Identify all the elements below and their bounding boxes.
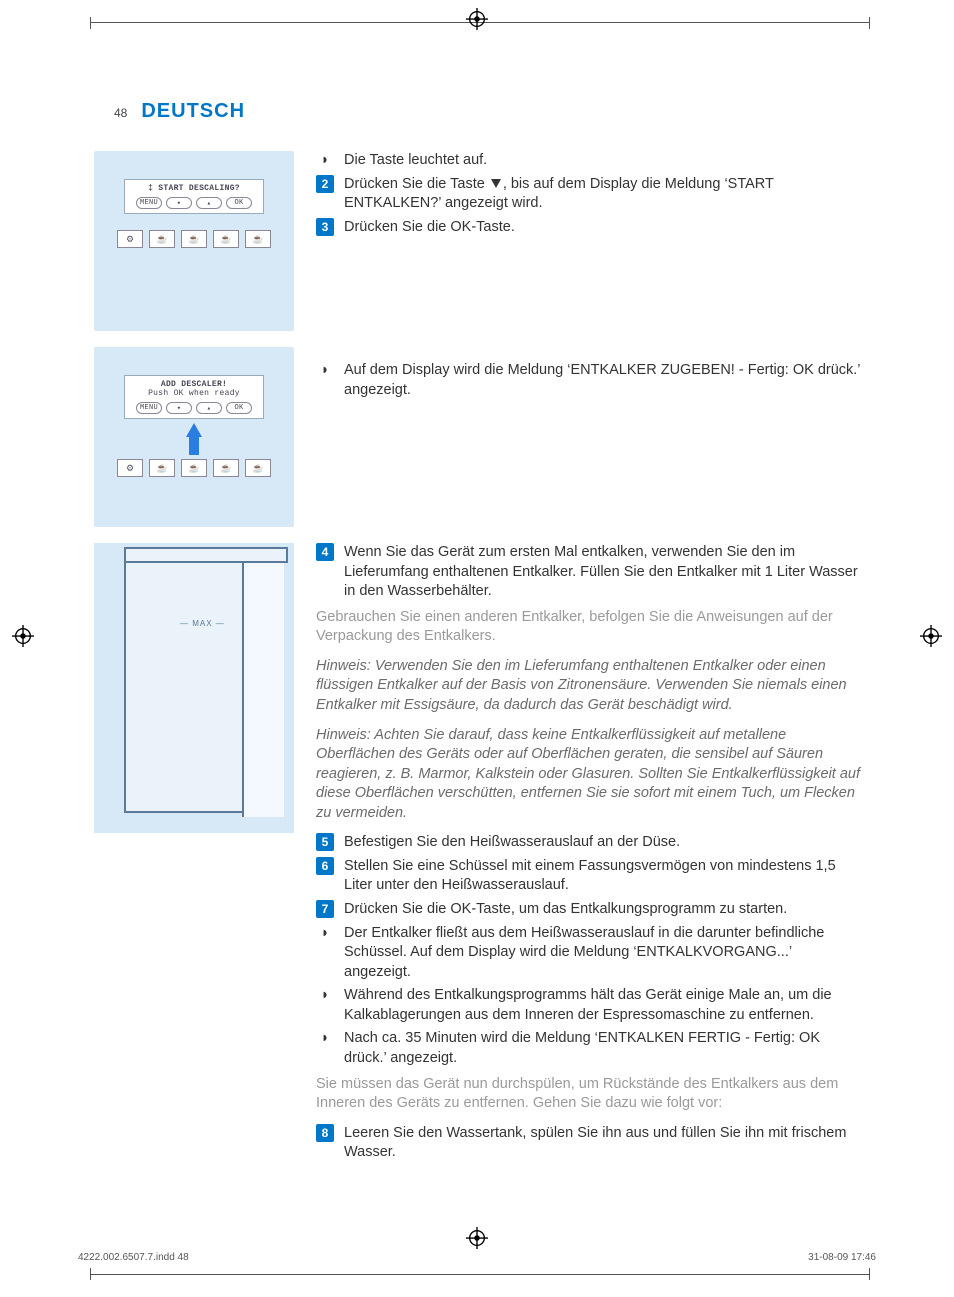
- up-button-icon: ▴: [196, 197, 222, 209]
- triangle-down-icon: [491, 179, 501, 188]
- bullet-marker-icon: ◗: [316, 986, 334, 1025]
- bullet-text: Auf dem Display wird die Meldung ‘ENTKAL…: [344, 361, 860, 400]
- step-text: Drücken Sie die Taste , bis auf dem Disp…: [344, 175, 860, 214]
- arrow-up-icon: [186, 423, 202, 437]
- bullet-item: ◗ Der Entkalker fließt aus dem Heißwasse…: [316, 924, 860, 983]
- cup-icon: ☕: [245, 459, 271, 477]
- settings-icon: ⚙: [117, 230, 143, 248]
- step-number: 7: [316, 900, 334, 918]
- language-heading: DEUTSCH: [141, 100, 245, 123]
- up-button-icon: ▴: [196, 402, 222, 414]
- step-2: 2 Drücken Sie die Taste , bis auf dem Di…: [316, 175, 860, 214]
- step-number: 8: [316, 1124, 334, 1142]
- step-number: 5: [316, 833, 334, 851]
- max-label: — MAX —: [180, 619, 225, 628]
- step-text: Drücken Sie die OK-Taste, um das Entkalk…: [344, 900, 860, 920]
- bullet-text: Während des Entkalkungsprogramms hält da…: [344, 986, 860, 1025]
- note-grey: Sie müssen das Gerät nun durchspülen, um…: [316, 1075, 860, 1114]
- registration-mark-icon: [466, 1227, 488, 1249]
- footer-right: 31-08-09 17:46: [808, 1252, 876, 1263]
- bullet-item: ◗ Die Taste leuchtet auf.: [316, 151, 860, 171]
- note-grey: Gebrauchen Sie einen anderen Entkalker, …: [316, 608, 860, 647]
- bullet-text: Die Taste leuchtet auf.: [344, 151, 860, 171]
- menu-button-icon: MENU: [136, 197, 162, 209]
- step-6: 6 Stellen Sie eine Schüssel mit einem Fa…: [316, 857, 860, 896]
- cup-icon: ☕: [213, 230, 239, 248]
- cup-icon: ☕: [149, 230, 175, 248]
- ok-button-icon: OK: [226, 197, 252, 209]
- cup-icon: ☕: [245, 230, 271, 248]
- step-text: Stellen Sie eine Schüssel mit einem Fass…: [344, 857, 860, 896]
- step-text: Drücken Sie die OK-Taste.: [344, 218, 860, 238]
- lcd-line: ‡ START DESCALING?: [131, 184, 257, 193]
- note-italic: Hinweis: Achten Sie darauf, dass keine E…: [316, 726, 860, 824]
- lcd-line: Push OK when ready: [131, 389, 257, 398]
- crop-mark-bottom: [90, 1263, 870, 1275]
- bullet-marker-icon: ◗: [316, 924, 334, 983]
- cup-icon: ☕: [181, 230, 207, 248]
- figure-start-descaling: ‡ START DESCALING? MENU ▾ ▴ OK ⚙ ☕ ☕ ☕ ☕: [94, 151, 294, 331]
- icon-row: ⚙ ☕ ☕ ☕ ☕: [117, 230, 271, 248]
- step-7: 7 Drücken Sie die OK-Taste, um das Entka…: [316, 900, 860, 920]
- registration-mark-icon: [466, 8, 488, 30]
- step-number: 2: [316, 175, 334, 193]
- arrow-stem-icon: [189, 437, 199, 455]
- lcd-display: ADD DESCALER! Push OK when ready MENU ▾ …: [124, 375, 264, 419]
- cup-icon: ☕: [149, 459, 175, 477]
- step-number: 6: [316, 857, 334, 875]
- page-footer: 4222.002.6507.7.indd 48 31-08-09 17:46: [78, 1252, 876, 1263]
- lcd-display: ‡ START DESCALING? MENU ▾ ▴ OK: [124, 179, 264, 214]
- bullet-text: Der Entkalker fließt aus dem Heißwassera…: [344, 924, 860, 983]
- step-4: 4 Wenn Sie das Gerät zum ersten Mal entk…: [316, 543, 860, 602]
- step-8: 8 Leeren Sie den Wassertank, spülen Sie …: [316, 1124, 860, 1163]
- bullet-item: ◗ Während des Entkalkungsprogramms hält …: [316, 986, 860, 1025]
- water-tank-icon: — MAX —: [124, 553, 284, 813]
- step-3: 3 Drücken Sie die OK-Taste.: [316, 218, 860, 238]
- menu-button-icon: MENU: [136, 402, 162, 414]
- cup-icon: ☕: [213, 459, 239, 477]
- ok-button-icon: OK: [226, 402, 252, 414]
- lcd-line: ADD DESCALER!: [131, 380, 257, 389]
- bullet-marker-icon: ◗: [316, 151, 334, 171]
- step-text: Befestigen Sie den Heißwasserauslauf an …: [344, 833, 860, 853]
- icon-row: ⚙ ☕ ☕ ☕ ☕: [117, 459, 271, 477]
- bullet-item: ◗ Auf dem Display wird die Meldung ‘ENTK…: [316, 361, 860, 400]
- step-text: Leeren Sie den Wassertank, spülen Sie ih…: [344, 1124, 860, 1163]
- step-5: 5 Befestigen Sie den Heißwasserauslauf a…: [316, 833, 860, 853]
- registration-mark-icon: [12, 625, 34, 647]
- figure-water-tank: — MAX —: [94, 543, 294, 833]
- bullet-marker-icon: ◗: [316, 1029, 334, 1068]
- step-text: Wenn Sie das Gerät zum ersten Mal entkal…: [344, 543, 860, 602]
- down-button-icon: ▾: [166, 197, 192, 209]
- cup-icon: ☕: [181, 459, 207, 477]
- note-italic: Hinweis: Verwenden Sie den im Lieferumfa…: [316, 657, 860, 716]
- bullet-marker-icon: ◗: [316, 361, 334, 400]
- step-number: 4: [316, 543, 334, 561]
- page-header: 48 DEUTSCH: [114, 100, 860, 123]
- page-number: 48: [114, 106, 127, 120]
- figure-add-descaler: ADD DESCALER! Push OK when ready MENU ▾ …: [94, 347, 294, 527]
- registration-mark-icon: [920, 625, 942, 647]
- tank-lid-icon: [124, 547, 288, 563]
- footer-left: 4222.002.6507.7.indd 48: [78, 1252, 189, 1263]
- step-number: 3: [316, 218, 334, 236]
- down-button-icon: ▾: [166, 402, 192, 414]
- bullet-text: Nach ca. 35 Minuten wird die Meldung ‘EN…: [344, 1029, 860, 1068]
- step-text-part: Drücken Sie die Taste: [344, 176, 489, 192]
- settings-icon: ⚙: [117, 459, 143, 477]
- bullet-item: ◗ Nach ca. 35 Minuten wird die Meldung ‘…: [316, 1029, 860, 1068]
